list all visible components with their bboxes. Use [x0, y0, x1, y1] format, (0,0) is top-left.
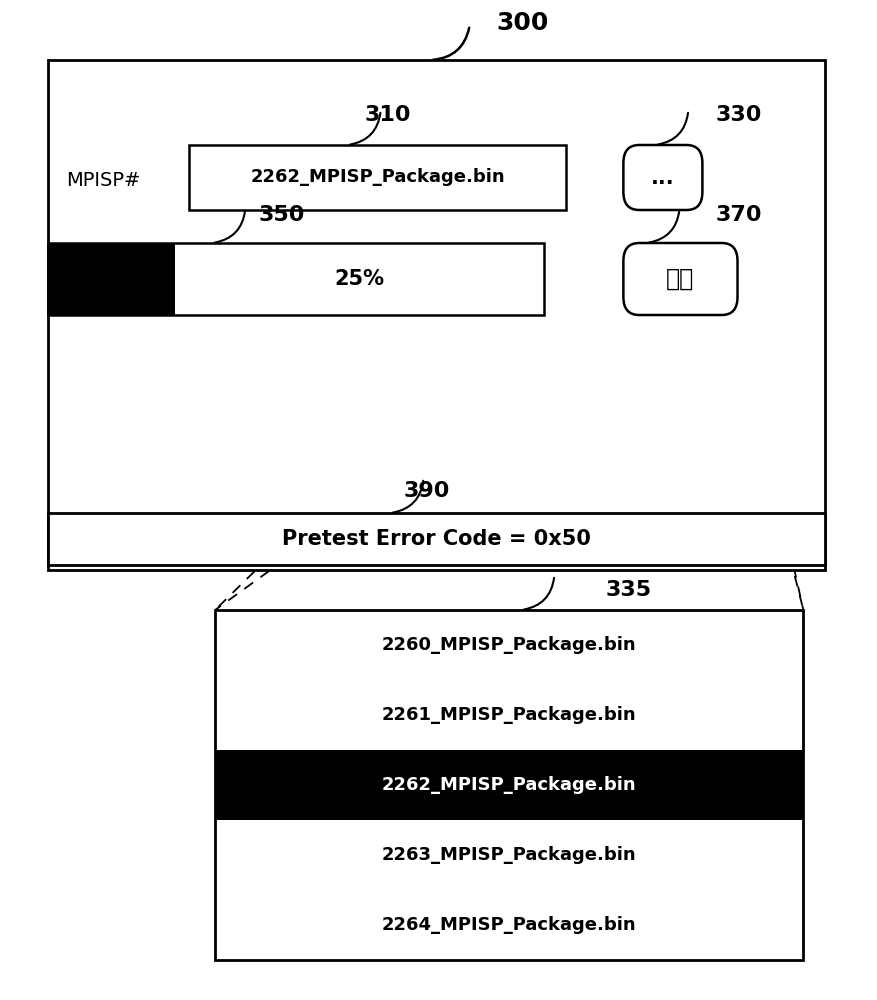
Text: 390: 390 — [403, 481, 450, 501]
Text: 370: 370 — [715, 205, 761, 225]
Text: 310: 310 — [364, 105, 410, 125]
Text: 335: 335 — [605, 580, 652, 600]
Text: 2264_MPISP_Package.bin: 2264_MPISP_Package.bin — [381, 916, 636, 934]
Text: 2262_MPISP_Package.bin: 2262_MPISP_Package.bin — [381, 776, 636, 794]
Text: 350: 350 — [259, 205, 305, 225]
Bar — [215, 610, 802, 960]
Text: 2263_MPISP_Package.bin: 2263_MPISP_Package.bin — [381, 846, 636, 864]
Bar — [189, 145, 566, 210]
Bar — [48, 243, 175, 315]
Bar — [48, 60, 824, 570]
Text: Pretest Error Code = 0x50: Pretest Error Code = 0x50 — [282, 529, 590, 549]
FancyBboxPatch shape — [623, 243, 737, 315]
FancyBboxPatch shape — [623, 145, 702, 210]
Text: 开始: 开始 — [666, 267, 694, 291]
Text: 330: 330 — [715, 105, 761, 125]
Bar — [215, 750, 802, 820]
Bar — [48, 243, 544, 315]
Bar — [48, 513, 824, 565]
Text: ...: ... — [651, 167, 674, 188]
Text: 2261_MPISP_Package.bin: 2261_MPISP_Package.bin — [381, 706, 636, 724]
Text: 300: 300 — [496, 11, 548, 35]
Text: 2262_MPISP_Package.bin: 2262_MPISP_Package.bin — [250, 168, 504, 186]
Text: 2260_MPISP_Package.bin: 2260_MPISP_Package.bin — [381, 636, 636, 654]
Text: 25%: 25% — [334, 269, 384, 289]
Text: MPISP#: MPISP# — [66, 170, 140, 190]
